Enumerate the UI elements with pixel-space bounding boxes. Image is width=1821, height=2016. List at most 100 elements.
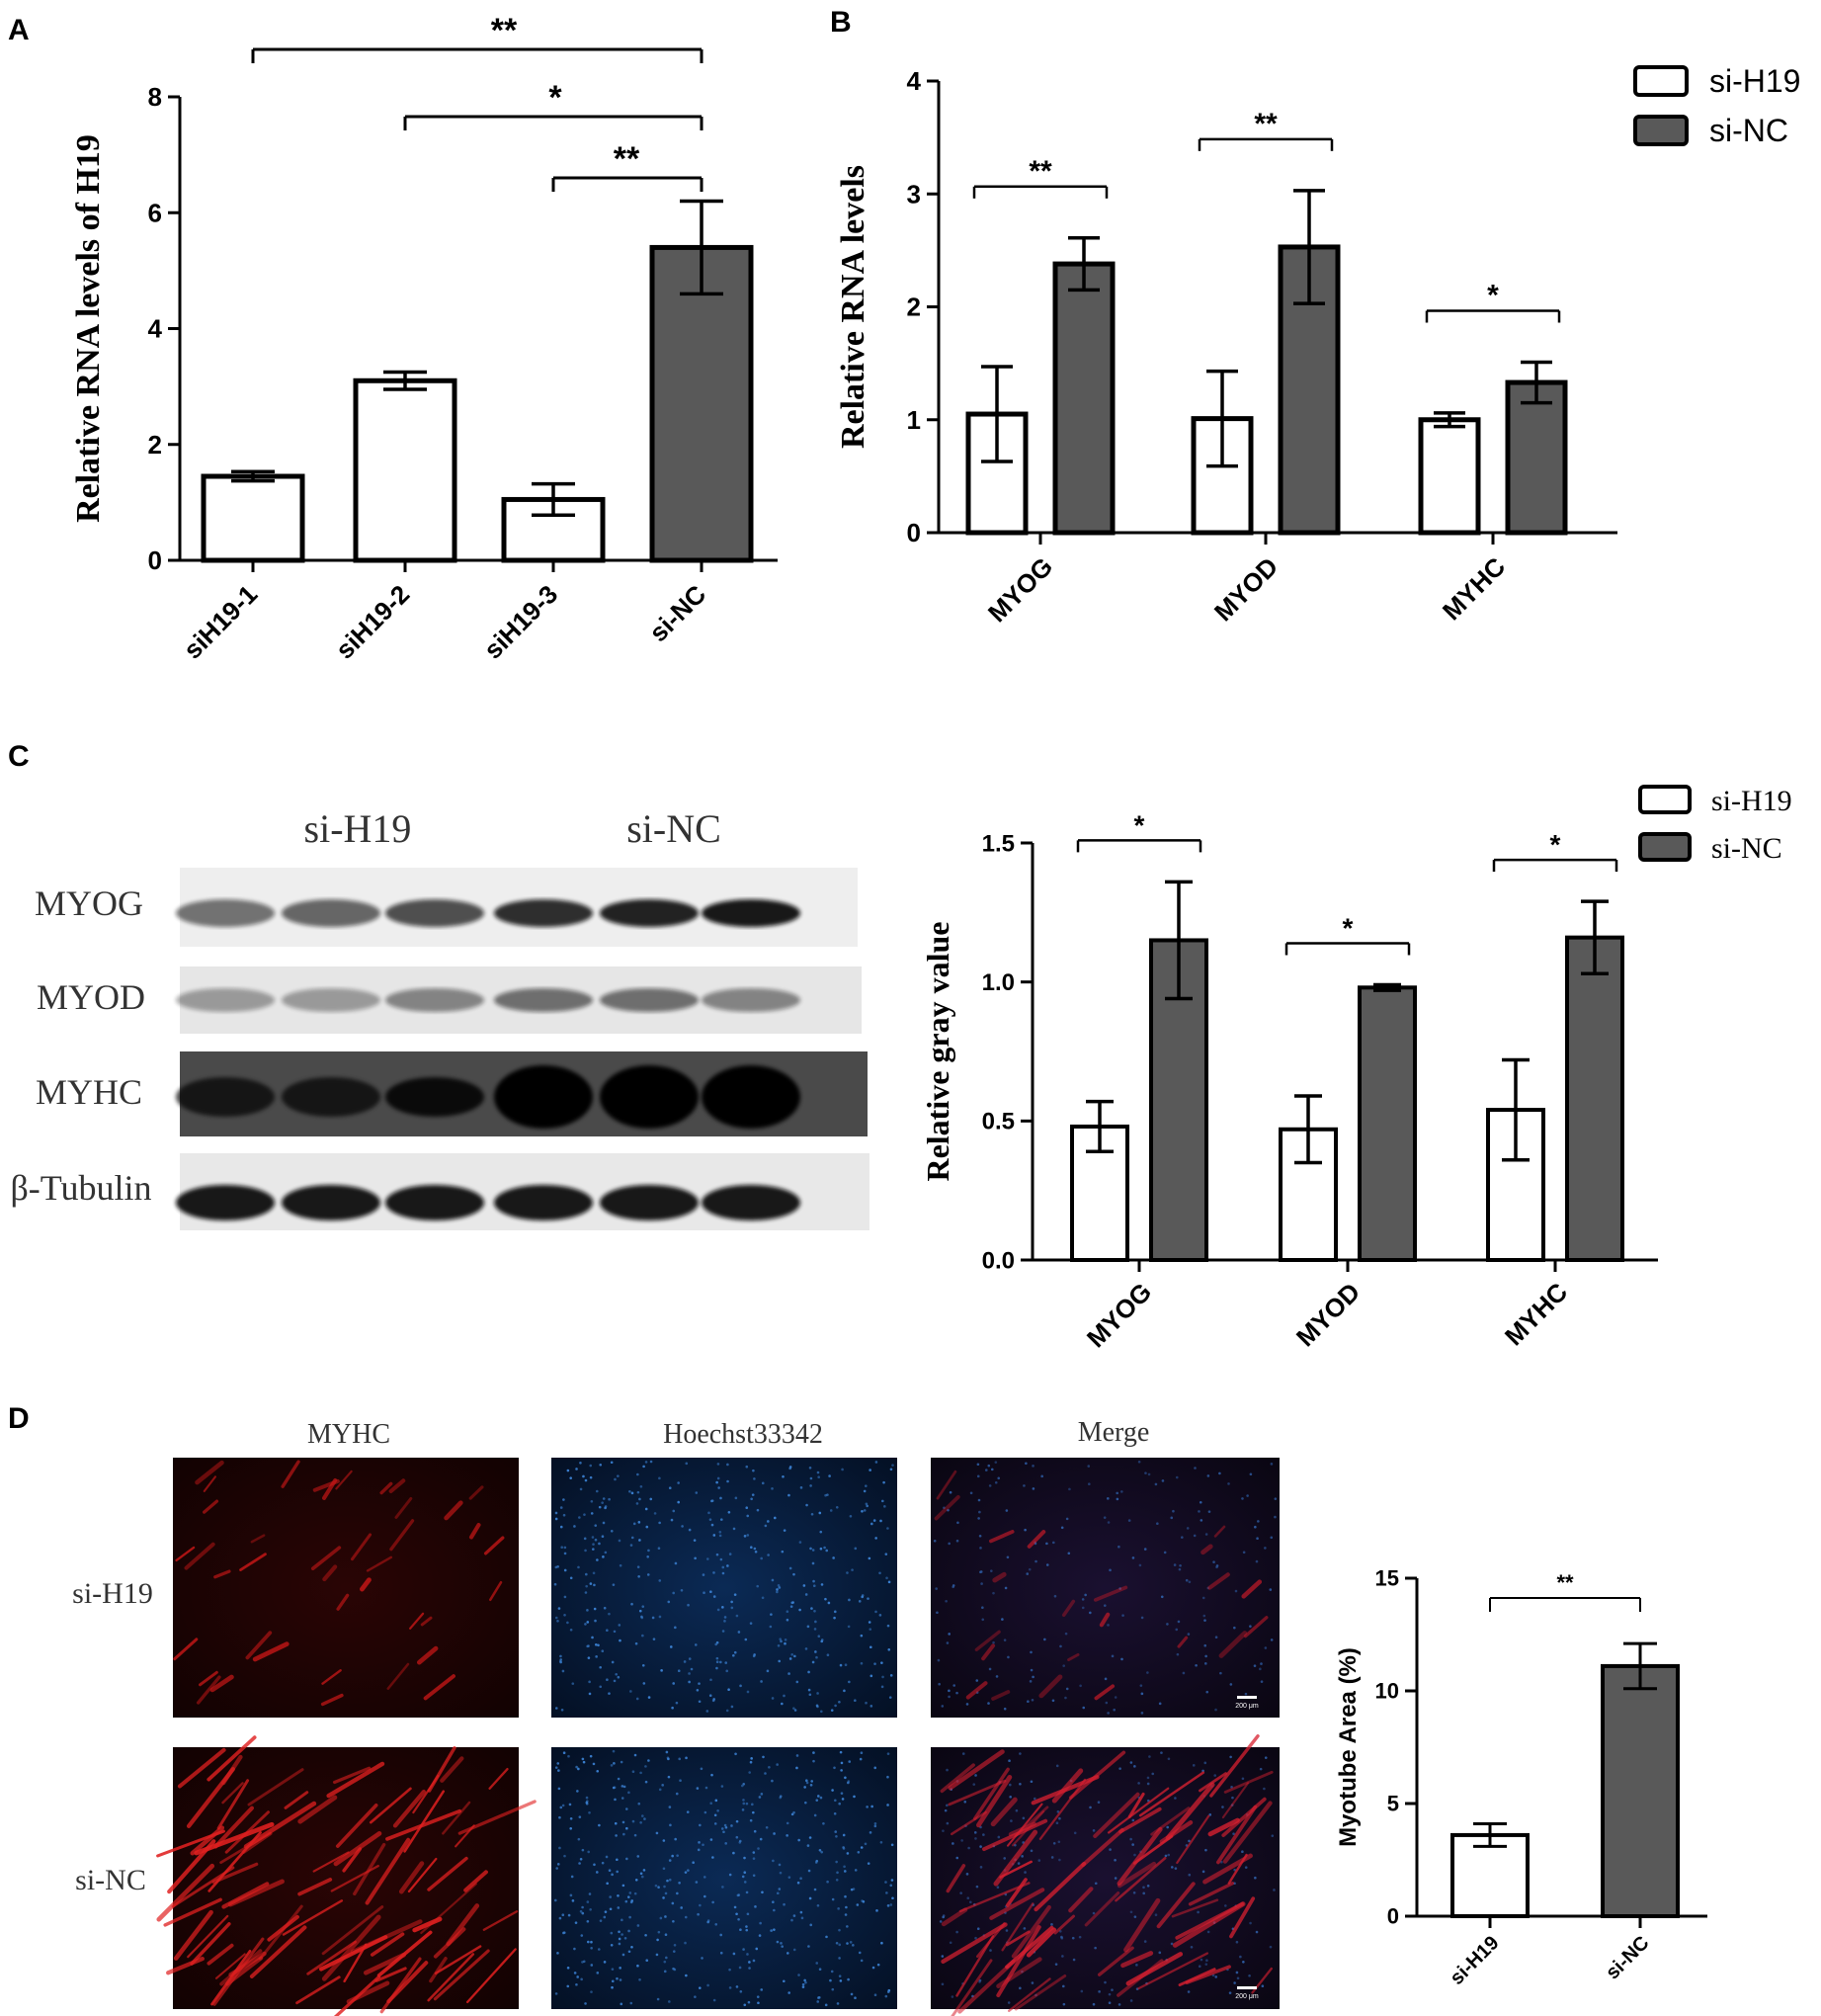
myotube-stain [332,1766,372,1785]
nucleus-stain [745,1925,748,1928]
nucleus-stain [1156,1522,1159,1526]
myotube-stain [190,1922,231,1966]
myotube-stain [444,1500,463,1521]
nucleus-stain [553,1582,557,1586]
nucleus-stain [780,1639,783,1643]
nucleus-stain [992,1640,995,1644]
nucleus-stain [582,1760,586,1764]
nucleus-stain [1129,1837,1132,1841]
nucleus-stain [1173,1563,1177,1566]
nucleus-stain [595,1655,598,1658]
nucleus-stain [1160,1595,1164,1599]
bar-si-nc-myod [1278,244,1341,536]
myotube-stain [442,1801,471,1835]
myotube-stain [463,1870,488,1892]
nucleus-stain [698,1700,702,1704]
nucleus-stain [569,1826,573,1830]
nucleus-stain [1256,1537,1259,1541]
nucleus-stain [809,1923,813,1927]
nucleus-stain [615,1834,618,1837]
nucleus-stain [812,1751,815,1754]
nucleus-stain [611,1660,615,1664]
myotube-stain [245,1631,273,1660]
nucleus-stain [1118,1767,1121,1770]
nucleus-stain [646,1573,650,1576]
y-tick-label: 8 [148,82,162,112]
nucleus-stain [680,1906,683,1909]
nucleus-stain [636,1565,640,1568]
myotube-stain [1067,1652,1080,1661]
nucleus-stain [608,1612,611,1616]
nucleus-stain [1015,1808,1019,1812]
nucleus-stain [873,1822,877,1825]
nucleus-stain [563,1595,567,1599]
nucleus-stain [584,1549,587,1553]
nucleus-stain [816,2000,820,2003]
nucleus-stain [1032,1487,1035,1490]
myotube-stain [948,1779,1007,1806]
blot-band-myod [600,988,699,1012]
nucleus-stain [619,1638,621,1642]
myotube-stain [156,1863,215,1922]
nucleus-stain [597,1948,601,1951]
nucleus-stain [1003,1857,1007,1860]
nucleus-stain [563,1568,567,1572]
nucleus-stain [574,1921,578,1924]
nucleus-stain [860,1751,864,1754]
nucleus-stain [1233,1981,1236,1984]
nucleus-stain [963,1801,967,1804]
nucleus-stain [1072,1958,1076,1962]
nucleus-stain [1202,1614,1206,1618]
myotube-stain [1081,1827,1124,1867]
nucleus-stain [604,1910,608,1913]
significance-label: * [1343,912,1354,943]
nucleus-stain [1142,1886,1145,1890]
nucleus-stain [1205,1959,1208,1963]
nucleus-stain [746,1912,750,1916]
nucleus-stain [761,1596,765,1600]
nucleus-stain [837,1907,840,1910]
nucleus-stain [838,1974,842,1977]
nucleus-stain [788,1566,792,1570]
myotube-stain [228,1951,267,1977]
panel-label-d: D [8,1402,30,1435]
nucleus-stain [674,1561,678,1565]
nucleus-stain [806,1625,810,1629]
nucleus-stain [802,1584,806,1587]
myotube-stain [199,1670,218,1687]
nucleus-stain [644,1461,648,1464]
nucleus-stain [1179,1563,1182,1567]
nucleus-stain [885,1576,888,1580]
nucleus-stain [604,1551,608,1554]
nucleus-stain [1147,1472,1151,1476]
nucleus-stain [1060,1936,1064,1940]
nucleus-stain [679,1779,682,1783]
nucleus-stain [800,1916,804,1920]
nucleus-stain [570,1875,574,1879]
nucleus-stain [941,1955,945,1958]
nucleus-stain [832,1556,835,1559]
nucleus-stain [609,1907,613,1911]
nucleus-stain [742,1802,746,1806]
nucleus-stain [1058,1858,1061,1862]
myotube-stain [1051,1768,1084,1804]
nucleus-stain [1131,1556,1135,1559]
nucleus-stain [1231,1796,1234,1800]
nucleus-stain [649,1497,653,1501]
nucleus-stain [721,1571,725,1575]
nucleus-stain [1021,1855,1024,1858]
nucleus-stain [735,1819,739,1823]
nucleus-stain [677,1669,681,1672]
nucleus-stain [1270,1638,1274,1641]
nucleus-stain [573,1972,577,1974]
nucleus-stain [830,1709,834,1712]
nucleus-stain [979,1845,982,1848]
nucleus-stain [1204,1848,1207,1852]
nucleus-stain [1033,1797,1036,1801]
nucleus-stain [790,1652,793,1656]
nucleus-stain [891,1464,894,1467]
myotube-stain [213,1569,231,1579]
nucleus-stain [867,1597,869,1600]
nucleus-stain [568,1803,572,1806]
nucleus-stain [1108,1992,1112,1996]
